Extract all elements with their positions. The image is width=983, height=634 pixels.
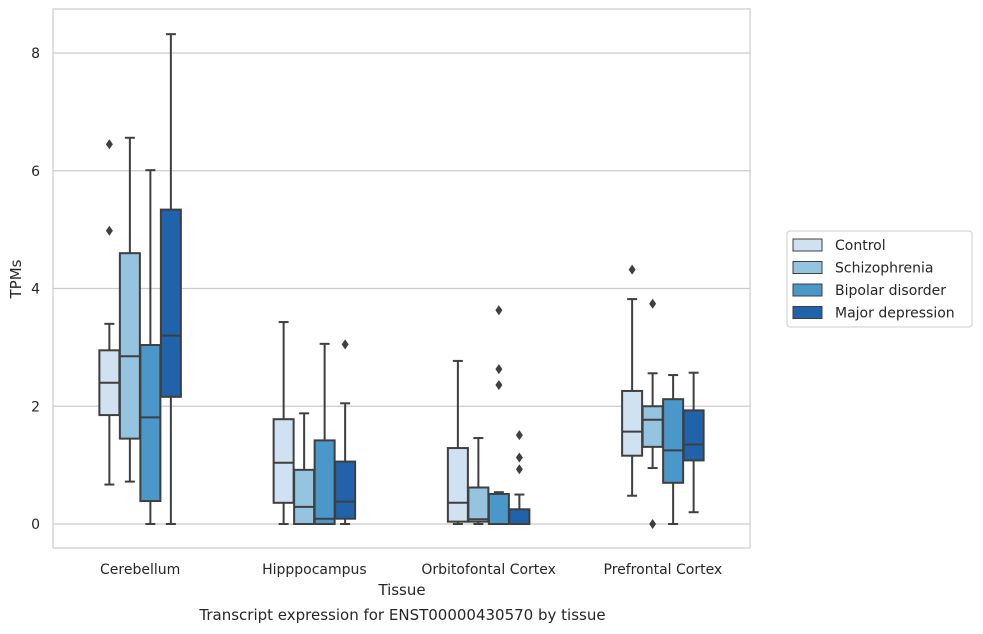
y-tick-label: 8 [31,46,40,62]
box-control [272,321,295,525]
box-major-depression [159,33,182,525]
outlier-point [649,298,657,309]
box-iqr [139,344,162,503]
figure-caption: Transcript expression for ENST0000043057… [199,606,606,624]
legend-swatch [792,261,823,274]
outlier-point [515,430,523,441]
box-schizophrenia [641,298,664,529]
legend: Control Schizophrenia Bipolar disorder Majo… [786,230,973,328]
box-iqr [334,460,357,520]
box-schizophrenia [118,136,141,483]
box-bipolar-disorder [487,305,510,526]
legend-swatch [792,238,823,252]
box-schizophrenia [293,412,316,525]
y-tick-label: 2 [31,399,40,415]
outlier-point [515,452,523,463]
outlier-point [495,364,503,375]
plot-frame [52,8,751,549]
box-bipolar-disorder [139,169,162,525]
y-tick-label: 0 [31,517,40,533]
box-control [98,139,121,486]
boxes [98,33,705,529]
outlier-point [341,339,349,350]
box-iqr [508,508,531,525]
box-iqr [487,492,510,526]
outlier-point [515,464,523,475]
box-major-depression [682,371,705,514]
box-iqr [621,389,644,457]
box-iqr [159,208,182,398]
x-tick-label: Hipppocampus [262,562,367,578]
legend-label: Bipolar disorder [835,283,946,299]
legend-label: Major depression [835,306,955,322]
y-tick-label: 6 [31,164,40,180]
box-major-depression [508,430,531,525]
box-bipolar-disorder [313,342,336,525]
box-iqr [682,409,705,462]
box-schizophrenia [467,437,490,525]
legend-frame [786,230,973,328]
box-iqr [641,405,664,448]
y-tick-label: 4 [31,282,40,298]
outlier-point [649,519,657,529]
box-iqr [313,439,336,525]
box-control [446,359,469,525]
x-tick-label: Prefrontal Cortex [604,562,723,578]
box-control [621,264,644,497]
x-axis-title: Tissue [377,581,425,599]
legend-swatch [792,306,823,319]
legend-label: Control [835,238,886,254]
tick-labels: 0 2 4 6 8 Cerebellum Hipppocampus Orbitofontal … [31,46,722,578]
legend-swatch [792,283,823,297]
y-axis-title: TPMs [7,259,25,299]
outlier-point [495,305,503,316]
box-major-depression [334,339,357,525]
box-iqr [446,447,469,523]
x-tick-label: Cerebellum [100,562,180,578]
legend-label: Schizophrenia [835,261,933,277]
box-iqr [293,468,316,525]
box-bipolar-disorder [662,374,685,525]
box-iqr [467,486,490,523]
boxplot-chart: 0 2 4 6 8 Cerebellum Hipppocampus Orbitofontal … [7,8,973,599]
outlier-point [495,380,503,391]
box-iqr [272,418,295,504]
outlier-point [628,264,636,275]
box-iqr [118,252,141,440]
outlier-point [105,139,113,150]
x-tick-label: Orbitofontal Cortex [421,562,556,578]
box-iqr [662,398,685,484]
outlier-point [105,225,113,236]
